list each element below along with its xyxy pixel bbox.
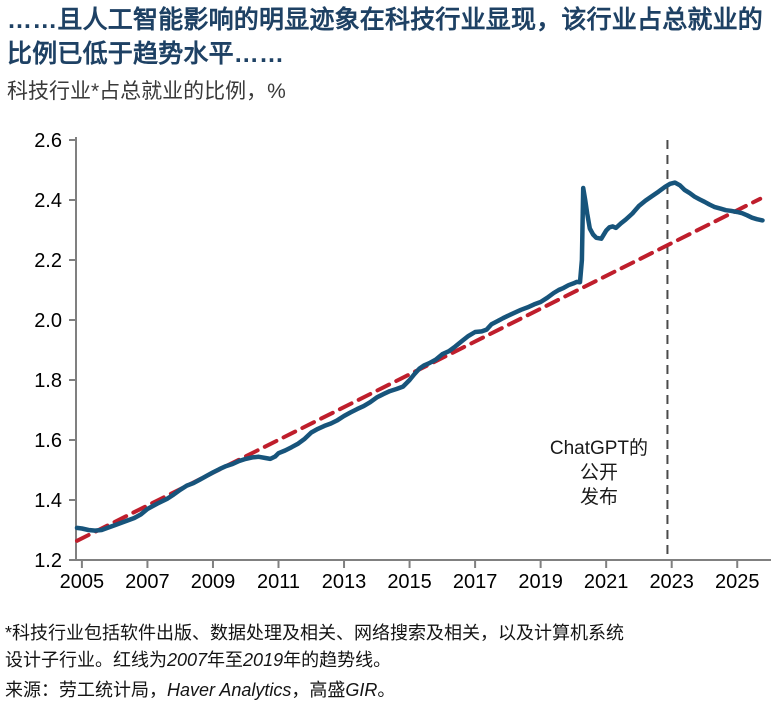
x-tick-label: 2019 — [518, 571, 563, 593]
chart-subtitle: 科技行业*占总就业的比例，% — [7, 80, 286, 103]
y-tick-label: 1.4 — [34, 490, 62, 512]
x-tick-label: 2017 — [453, 571, 498, 593]
y-tick-label: 2.6 — [34, 130, 62, 152]
x-tick-label: 2007 — [125, 571, 170, 593]
x-tick-label: 2011 — [257, 571, 300, 593]
y-tick-label: 1.2 — [34, 550, 62, 572]
x-tick-label: 2025 — [715, 571, 760, 593]
footnotes: *科技行业包括软件出版、数据处理及相关、网络搜索及相关，以及计算机系统 设计子行业… — [5, 620, 767, 704]
y-tick-label: 1.8 — [34, 370, 62, 392]
y-tick-label: 1.6 — [34, 430, 62, 452]
x-tick-label: 2009 — [191, 571, 236, 593]
tech-share-line — [74, 180, 765, 534]
footnote-definition: *科技行业包括软件出版、数据处理及相关、网络搜索及相关，以及计算机系统 设计子行业… — [5, 620, 767, 674]
y-tick-label: 2.4 — [34, 190, 62, 212]
tech-employment-line-chart: 1.2 1.4 1.6 1.8 2.0 2.2 2.4 2.6 2005 2007 2009 2011… — [34, 130, 771, 593]
x-tick-label: 2013 — [322, 571, 367, 593]
footnote-line1: *科技行业包括软件出版、数据处理及相关、网络搜索及相关，以及计算机系统 — [5, 623, 625, 644]
chatgpt-annotation-line-2: 公开 — [580, 463, 618, 484]
x-tick-label: 2023 — [649, 571, 694, 593]
chatgpt-annotation-line-3: 发布 — [580, 486, 618, 508]
x-tick-label: 2005 — [60, 571, 105, 593]
source-line: 来源：劳工统计局，Haver Analytics，高盛GIR。 — [5, 680, 396, 701]
report-page: ……且人工智能影响的明显迹象在科技行业显现，该行业占总就业的比例已低于趋势水平…… — [0, 4, 777, 708]
footnote-line2: 设计子行业。红线为2007年至2019年的趋势线。 — [5, 650, 392, 671]
y-tick-label: 2.2 — [34, 250, 62, 272]
y-tick-label: 2.0 — [34, 310, 62, 332]
chatgpt-annotation-line-1: ChatGPT的 — [550, 437, 648, 459]
x-tick-label: 2015 — [387, 571, 432, 593]
chart-headline: ……且人工智能影响的明显迹象在科技行业显现，该行业占总就业的比例已低于趋势水平…… — [7, 6, 764, 68]
x-tick-label: 2021 — [584, 571, 629, 593]
